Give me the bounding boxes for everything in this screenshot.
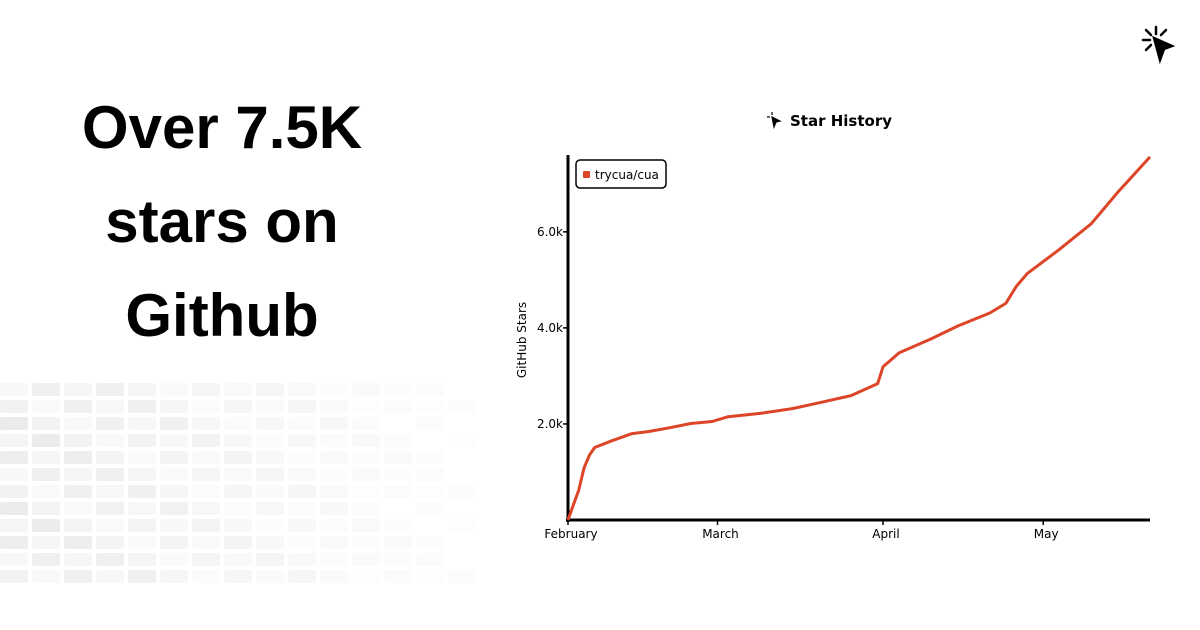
bg-tile <box>64 400 92 413</box>
bg-tile <box>160 536 188 549</box>
bg-tile <box>32 434 60 447</box>
x-tick-label: May <box>1034 527 1059 541</box>
bg-tile <box>32 417 60 430</box>
bg-tile <box>160 502 188 515</box>
bg-tile <box>0 519 28 532</box>
bg-tile <box>0 434 28 447</box>
x-tick-label: April <box>872 527 899 541</box>
logo <box>1141 25 1176 65</box>
bg-tile <box>96 417 124 430</box>
bg-tile <box>96 383 124 396</box>
bg-tile <box>192 553 220 566</box>
bg-tile <box>96 502 124 515</box>
bg-tile <box>32 383 60 396</box>
bg-tile <box>192 383 220 396</box>
legend-label: trycua/cua <box>595 168 659 182</box>
x-tick-label: February <box>544 527 597 541</box>
bg-tile <box>128 434 156 447</box>
bg-tile <box>0 485 28 498</box>
bg-tile <box>160 451 188 464</box>
legend-box <box>575 159 667 189</box>
legend-swatch <box>583 171 590 178</box>
headline: Github <box>125 282 318 349</box>
y-tick-label: 2.0k <box>537 417 563 431</box>
headline: Over 7.5K <box>82 94 362 161</box>
bg-tile <box>192 468 220 481</box>
bg-tile <box>32 502 60 515</box>
bg-tile <box>0 536 28 549</box>
y-tick-label: 6.0k <box>537 225 563 239</box>
bg-tile <box>32 553 60 566</box>
bg-tile <box>160 417 188 430</box>
bg-tile <box>224 536 252 549</box>
bg-tile <box>128 400 156 413</box>
line <box>566 155 1152 521</box>
bg-tile <box>0 400 28 413</box>
y-tick-label: 4.0k <box>537 321 563 335</box>
bg-tile <box>128 519 156 532</box>
bg-tile <box>64 519 92 532</box>
bg-tile <box>96 536 124 549</box>
bg-tile <box>96 468 124 481</box>
bg-tile <box>96 553 124 566</box>
bg-tile <box>0 570 28 583</box>
chart-title: Star History <box>790 112 892 130</box>
bg-tile <box>64 536 92 549</box>
bg-tile <box>96 451 124 464</box>
x-tick-label: March <box>702 527 739 541</box>
bg-tile <box>0 451 28 464</box>
bg-tile <box>128 485 156 498</box>
bg-tile <box>64 434 92 447</box>
bg-tile <box>64 570 92 583</box>
bg-tile <box>0 417 28 430</box>
bg-tile <box>64 485 92 498</box>
headline: stars on <box>105 188 338 255</box>
bg-tile <box>0 502 28 515</box>
bg-tile <box>224 451 252 464</box>
bg-tile <box>64 451 92 464</box>
bg-tile <box>32 468 60 481</box>
title-icon <box>767 112 782 130</box>
bg-tile <box>192 519 220 532</box>
y-axis-label: GitHub Stars <box>515 302 529 378</box>
bg-tile <box>192 434 220 447</box>
bg-tile <box>32 519 60 532</box>
bg-tile <box>128 570 156 583</box>
